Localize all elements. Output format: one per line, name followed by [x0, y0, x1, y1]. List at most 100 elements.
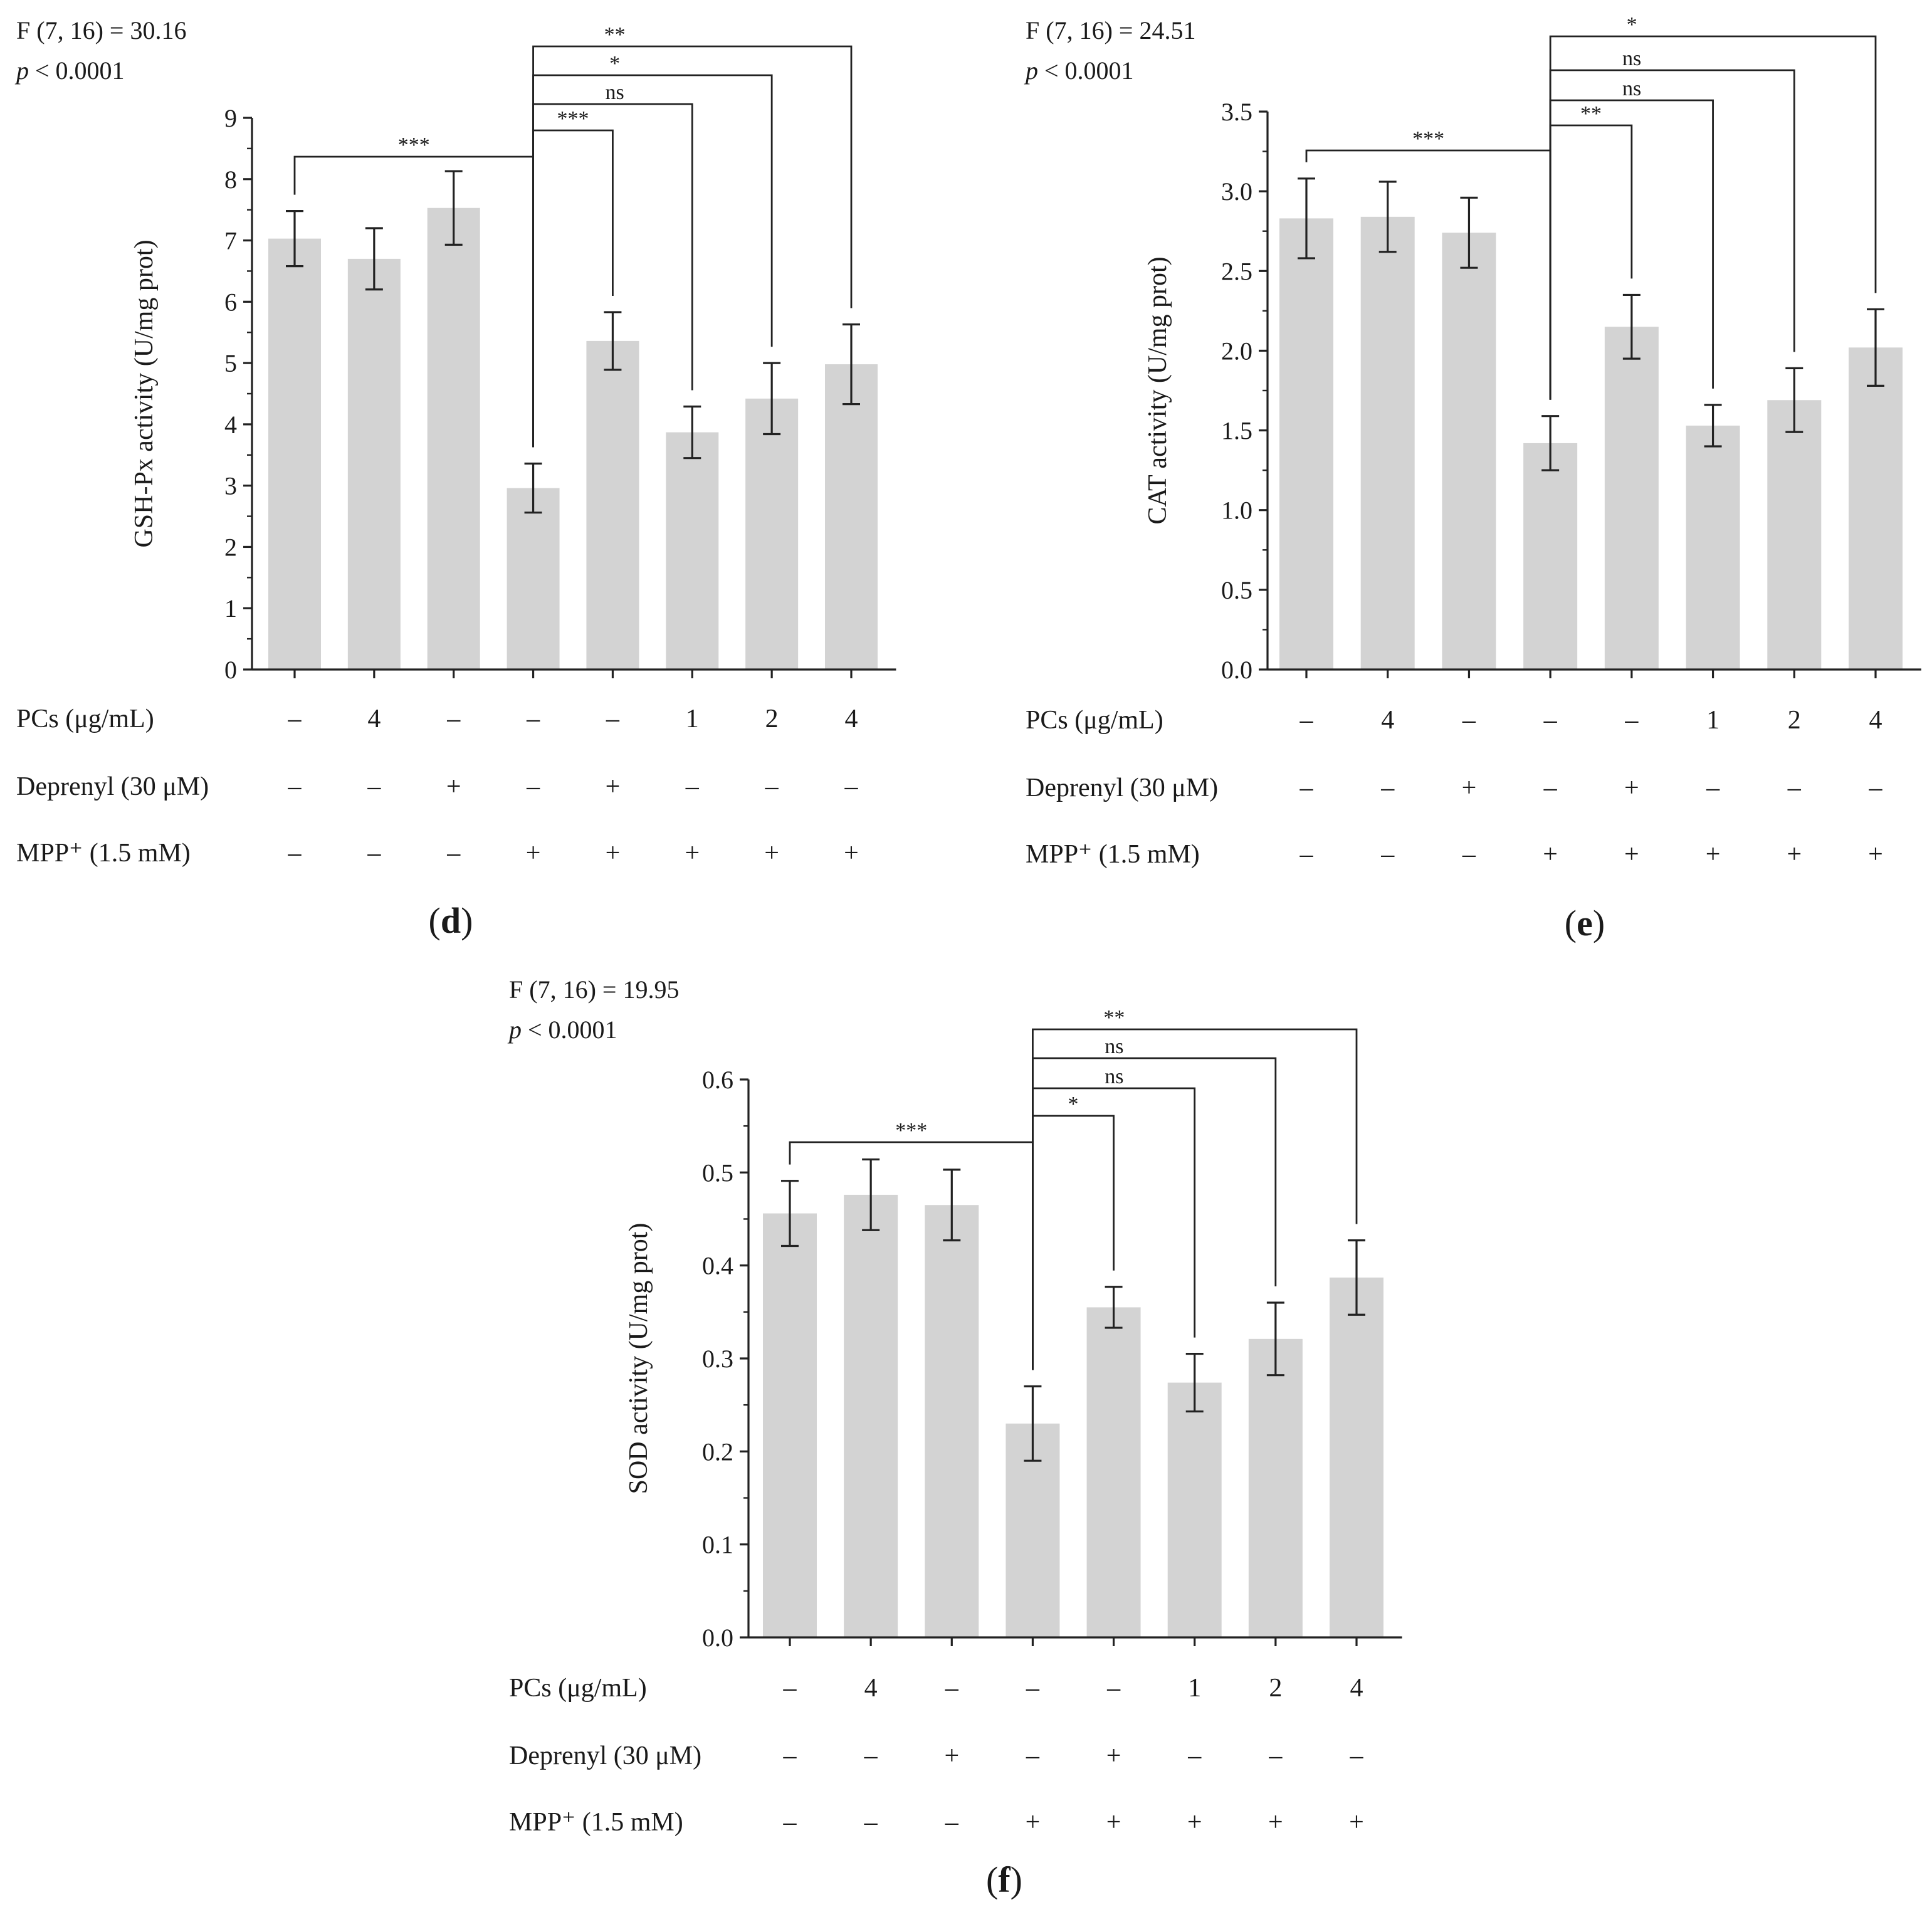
panel-e-row-2-cell-8: –: [1869, 774, 1883, 802]
panel-e-f-statistic: F (7, 16) = 24.51: [1026, 16, 1195, 45]
panel-f-bar-2: [844, 1194, 898, 1637]
panel-f-error-bar-3: [943, 1169, 961, 1242]
panel-e-y-tick-label: 2.5: [1221, 257, 1252, 285]
panel-d-y-tick-label: 3: [224, 472, 237, 500]
panel-e-y-tick-label: 3.0: [1221, 177, 1252, 206]
panel-e-row-3-cell-8: +: [1868, 840, 1883, 869]
panel-d-row-3-cell-4: +: [526, 839, 541, 868]
panel-e-bar-7: [1767, 400, 1822, 670]
panel-f-row-2-cell-5: +: [1106, 1741, 1121, 1770]
panel-d-y-axis-label: GSH-Px activity (U/mg prot): [130, 239, 159, 547]
panel-d-row-1-cell-6: 1: [686, 705, 699, 733]
panel-d-bar-6: [666, 432, 719, 670]
panel-f-y-tick-label: 0.3: [702, 1345, 733, 1373]
panel-d-error-bar-7: [763, 362, 781, 436]
panel-f-bar-8: [1330, 1277, 1383, 1637]
panel-f-row-3-cell-6: +: [1187, 1808, 1202, 1837]
panel-e-label: (e): [1565, 903, 1605, 943]
panel-f-error-bar-7: [1266, 1301, 1284, 1377]
panel-d-row-1-cell-1: –: [288, 705, 302, 733]
panel-f-bar-3: [925, 1205, 979, 1637]
panel-d-row-2-cell-3: +: [446, 772, 461, 801]
panel-f-row-3-cell-5: +: [1106, 1808, 1121, 1837]
panel-f-bar-6: [1167, 1382, 1222, 1637]
panel-e-y-tick-label: 0.5: [1221, 576, 1252, 604]
panel-f-row-1-cell-3: –: [945, 1674, 959, 1703]
panel-d-y-tick-label: 1: [224, 594, 237, 622]
panel-f-bracket-label-2: *: [1068, 1093, 1079, 1116]
panel-d-row-3-cell-5: +: [606, 839, 621, 868]
panel-e-row-1-cell-2: 4: [1381, 706, 1394, 735]
panel-f-row-1-cell-2: 4: [864, 1674, 878, 1703]
panel-f-f-statistic: F (7, 16) = 19.95: [509, 975, 679, 1004]
panel-d-y-tick-label: 9: [224, 104, 237, 132]
panel-e-row-2-cell-1: –: [1299, 774, 1314, 802]
panel-f-row-2-cell-4: –: [1026, 1741, 1040, 1770]
panel-e-bracket-label-1: ***: [1412, 127, 1444, 150]
panel-e-y-tick-label: 1.0: [1221, 496, 1252, 525]
panel-d-y-tick-label: 5: [224, 349, 237, 377]
panel-f-y-tick-label: 0.5: [702, 1158, 733, 1187]
panel-e-error-bar-7: [1785, 367, 1803, 433]
panel-d-bracket-label-5: **: [604, 23, 626, 46]
panel-f-y-tick-label: 0.0: [702, 1624, 733, 1652]
panel-f-row-1-cell-5: –: [1106, 1674, 1121, 1703]
panel-e-row-2-cell-2: –: [1380, 774, 1395, 802]
panel-d-error-bar-4: [524, 462, 542, 514]
panel-d-row-1-cell-5: –: [606, 705, 620, 733]
panel-e-row-2-cell-6: –: [1706, 774, 1720, 802]
panel-e-bracket-label-2: **: [1580, 102, 1602, 125]
panel-d-bar-2: [347, 258, 401, 670]
panel-d-y-tick-label: 2: [224, 533, 237, 561]
panel-d-label: (d): [429, 900, 473, 941]
panel-f-bracket-label-1: ***: [895, 1119, 927, 1142]
panel-d-row-1-cell-7: 2: [765, 705, 779, 733]
panel-e-y-axis-label: CAT activity (U/mg prot): [1143, 256, 1172, 524]
panel-e-row-1-cell-6: 1: [1706, 706, 1719, 735]
panel-f-row-2-cell-7: –: [1268, 1741, 1283, 1770]
panel-d-row-label-3: MPP⁺ (1.5 mM): [16, 839, 191, 868]
panel-f-row-1-cell-4: –: [1026, 1674, 1040, 1703]
panel-d-row-label-1: PCs (μg/mL): [16, 705, 154, 733]
panel-d-bracket-5: [532, 45, 853, 448]
panel-f-row-2-cell-2: –: [864, 1741, 878, 1770]
panel-e-row-label-1: PCs (μg/mL): [1026, 706, 1163, 735]
panel-e-bar-6: [1686, 425, 1740, 670]
panel-d-row-3-cell-1: –: [288, 839, 302, 868]
panel-e-bar-2: [1360, 216, 1415, 670]
panel-d-row-3-cell-6: +: [685, 839, 700, 868]
panel-d-bracket-label-1: ***: [398, 134, 430, 157]
panel-d-row-2-cell-5: +: [606, 772, 621, 801]
panel-f-bar-1: [763, 1213, 817, 1637]
panel-e-row-3-cell-6: +: [1706, 840, 1721, 869]
panel-d-row-1-cell-3: –: [446, 705, 461, 733]
panel-f-p-value: p < 0.0001: [507, 1016, 617, 1044]
panel-d-row-1-cell-4: –: [526, 705, 540, 733]
panel-d-row-2-cell-7: –: [765, 772, 779, 801]
panel-d-bar-7: [745, 398, 799, 670]
panel-f-bracket-label-3: ns: [1105, 1065, 1123, 1088]
panel-e-row-1-cell-8: 4: [1869, 706, 1882, 735]
panel-d-y-tick-label: 4: [224, 411, 237, 439]
panel-d-row-2-cell-4: –: [526, 772, 540, 801]
panel-d-chart: F (7, 16) = 30.16 p < 0.0001 0 1 2 3 4 5 6 7 8 9 GSH…: [14, 16, 896, 941]
panel-f-row-3-cell-4: +: [1026, 1808, 1041, 1837]
panel-e-bar-4: [1523, 443, 1578, 670]
panel-d-y-tick-label: 7: [224, 227, 237, 255]
panel-f-error-bar-1: [781, 1180, 799, 1247]
panel-d-row-2-cell-8: –: [844, 772, 859, 801]
panel-e-y-tick-label: 1.5: [1221, 417, 1252, 445]
panel-f-row-3-cell-7: +: [1268, 1808, 1283, 1837]
panel-d-row-3-cell-3: –: [446, 839, 461, 868]
panel-e-error-bar-2: [1378, 181, 1397, 253]
panel-e-row-3-cell-2: –: [1380, 840, 1395, 869]
panel-d-row-3-cell-8: +: [844, 839, 859, 868]
panel-f-bracket-1: [789, 1141, 1034, 1370]
panel-f-y-tick-label: 0.4: [702, 1252, 733, 1280]
panel-d-error-bar-8: [843, 323, 860, 406]
panel-d-error-bar-6: [683, 405, 701, 460]
panel-e-row-label-2: Deprenyl (30 μM): [1026, 774, 1218, 802]
panel-f-row-2-cell-6: –: [1187, 1741, 1202, 1770]
panel-e-bar-1: [1279, 218, 1333, 670]
